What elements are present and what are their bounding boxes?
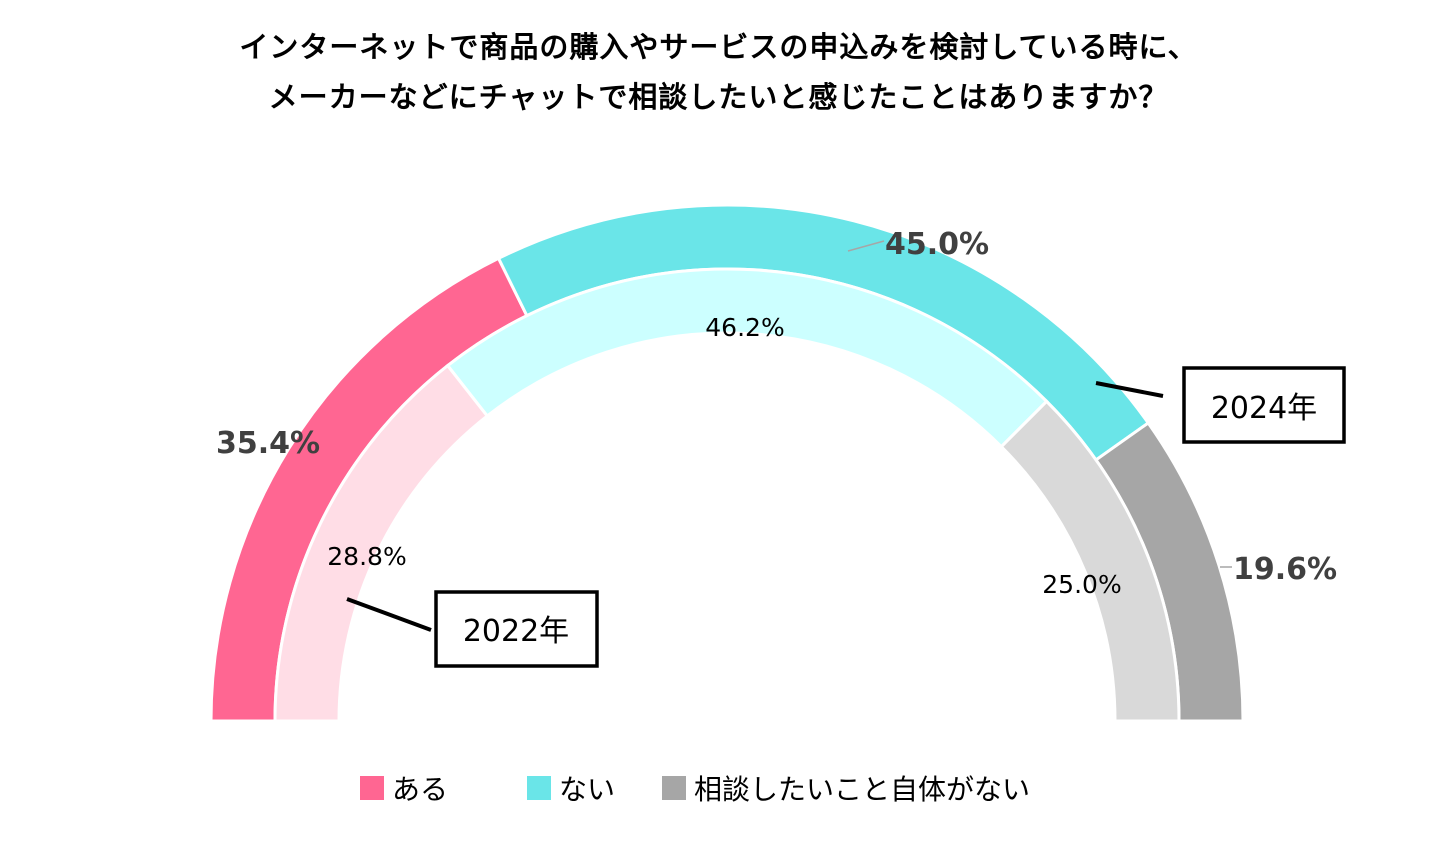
legend-item-none: 相談したいこと自体がない [662, 768, 1030, 808]
chart-title-line-1: インターネットで商品の購入やサービスの申込みを検討している時に、 [239, 30, 1198, 64]
data-label-2024-0: 35.4% [216, 426, 320, 461]
legend-item-nai: ない [527, 768, 615, 808]
data-labels: 35.4% 45.0% 19.6% 28.8% 46.2% 25.0% [216, 227, 1337, 599]
legend: ある ない 相談したいこと自体がない [0, 768, 1437, 808]
legend-item-aru: ある [360, 768, 448, 808]
callout-line-2022 [346, 597, 432, 632]
data-label-2024-1: 45.0% [885, 227, 989, 262]
callout-line-2024 [1095, 381, 1164, 398]
data-label-2022-1: 46.2% [705, 313, 784, 342]
data-label-2022-0: 28.8% [327, 542, 406, 571]
inner-segment-2 [999, 399, 1181, 723]
callout-box-2024 [1182, 366, 1346, 444]
legend-label: 相談したいこと自体がない [694, 773, 1031, 806]
callout-label-2022: 2022年 [463, 614, 569, 649]
legend-swatch-gray [662, 776, 686, 800]
callout-box-2022 [434, 590, 599, 668]
chart-title: インターネットで商品の購入やサービスの申込みを検討している時に、 メーカーなどに… [0, 22, 1437, 122]
data-label-2024-2: 19.6% [1233, 552, 1337, 587]
callout-label-2024: 2024年 [1211, 391, 1317, 426]
legend-label: ある [392, 773, 449, 806]
leader-line-nai-2024 [847, 240, 885, 252]
legend-label: ない [559, 773, 616, 806]
data-label-2022-2: 25.0% [1042, 570, 1121, 599]
inner-ring-2022 [273, 267, 1181, 723]
chart-title-line-2: メーカーなどにチャットで相談したいと感じたことはありますか？ [268, 80, 1169, 114]
legend-swatch-pink [360, 776, 384, 800]
legend-swatch-cyan [527, 776, 551, 800]
